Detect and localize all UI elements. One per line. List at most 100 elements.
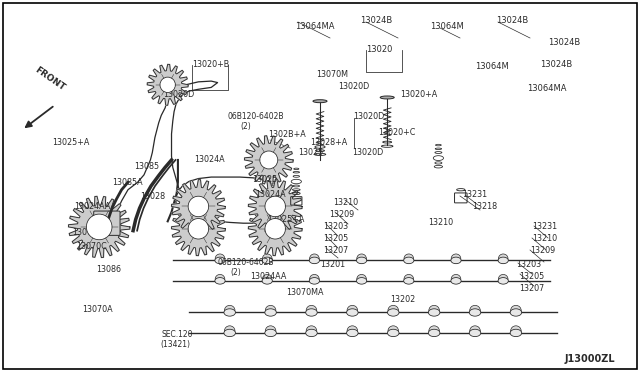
Circle shape	[160, 77, 175, 93]
Ellipse shape	[387, 329, 399, 337]
Ellipse shape	[387, 309, 399, 316]
Text: 13086: 13086	[96, 265, 121, 274]
Ellipse shape	[347, 329, 358, 337]
Text: 13201: 13201	[320, 260, 345, 269]
Ellipse shape	[428, 329, 440, 337]
Ellipse shape	[266, 305, 276, 315]
Text: 13025: 13025	[252, 175, 277, 184]
Text: 13024A: 13024A	[194, 155, 225, 164]
Ellipse shape	[470, 326, 480, 336]
Text: 13070D: 13070D	[72, 228, 103, 237]
Text: 06B120-6402B: 06B120-6402B	[228, 112, 285, 121]
Text: 13070MA: 13070MA	[286, 288, 323, 297]
Ellipse shape	[380, 96, 394, 99]
Text: 13024AA: 13024AA	[250, 272, 286, 281]
Text: 13070M: 13070M	[316, 70, 348, 79]
FancyBboxPatch shape	[93, 211, 120, 235]
Text: 13020+C: 13020+C	[378, 128, 415, 137]
Text: 13028: 13028	[140, 192, 165, 201]
Text: (2): (2)	[240, 122, 251, 131]
Ellipse shape	[469, 309, 481, 316]
Text: 13210: 13210	[333, 198, 358, 207]
Text: (13421): (13421)	[160, 340, 190, 349]
Ellipse shape	[306, 326, 317, 336]
Text: FRONT: FRONT	[33, 65, 67, 92]
Ellipse shape	[511, 305, 521, 315]
Ellipse shape	[347, 305, 358, 315]
Text: 13203: 13203	[516, 260, 541, 269]
Ellipse shape	[404, 278, 414, 284]
Ellipse shape	[511, 326, 521, 336]
Ellipse shape	[306, 305, 317, 315]
Ellipse shape	[310, 254, 319, 263]
Text: J13000ZL: J13000ZL	[565, 354, 616, 364]
Circle shape	[188, 196, 209, 217]
Ellipse shape	[215, 278, 225, 284]
Text: 13025+A: 13025+A	[267, 215, 305, 224]
Text: 13020D: 13020D	[352, 148, 383, 157]
Text: 13205: 13205	[519, 272, 544, 281]
Ellipse shape	[470, 305, 480, 315]
Polygon shape	[248, 180, 302, 233]
Ellipse shape	[428, 309, 440, 316]
Ellipse shape	[356, 278, 367, 284]
Ellipse shape	[262, 275, 272, 284]
Text: 13064MA: 13064MA	[295, 22, 335, 31]
Text: 13024B: 13024B	[496, 16, 528, 25]
Text: 13209: 13209	[530, 246, 556, 255]
Text: 13024B: 13024B	[548, 38, 580, 47]
Ellipse shape	[309, 278, 319, 284]
Ellipse shape	[262, 278, 273, 284]
Polygon shape	[172, 180, 225, 233]
Text: 13210: 13210	[428, 218, 453, 227]
Ellipse shape	[451, 257, 461, 264]
Ellipse shape	[429, 326, 440, 336]
Text: 13070A: 13070A	[82, 305, 113, 314]
Ellipse shape	[357, 275, 367, 284]
Text: 13085A: 13085A	[112, 178, 143, 187]
Ellipse shape	[313, 100, 327, 103]
Text: 13070C: 13070C	[76, 242, 107, 251]
Polygon shape	[68, 196, 130, 257]
Text: 13024AA: 13024AA	[74, 202, 110, 211]
Text: 13231: 13231	[532, 222, 557, 231]
Ellipse shape	[510, 309, 522, 316]
Ellipse shape	[347, 326, 358, 336]
Ellipse shape	[451, 275, 461, 284]
Text: 13202: 13202	[390, 295, 415, 304]
Text: 13064M: 13064M	[430, 22, 464, 31]
Text: 13205: 13205	[323, 234, 348, 243]
Ellipse shape	[451, 254, 461, 263]
Text: 13020: 13020	[366, 45, 392, 54]
Text: 13020D: 13020D	[163, 90, 195, 99]
Text: 13207: 13207	[323, 246, 348, 255]
Ellipse shape	[262, 257, 273, 264]
Text: 13025: 13025	[298, 148, 323, 157]
Ellipse shape	[357, 254, 367, 263]
Text: 13085: 13085	[134, 162, 159, 171]
Text: 13210: 13210	[532, 234, 557, 243]
Text: 13020+B: 13020+B	[192, 60, 229, 69]
Polygon shape	[147, 64, 188, 105]
Text: 13020D: 13020D	[353, 112, 384, 121]
Ellipse shape	[451, 278, 461, 284]
Text: SEC.120: SEC.120	[162, 330, 193, 339]
Ellipse shape	[309, 257, 319, 264]
Ellipse shape	[388, 326, 399, 336]
Ellipse shape	[499, 275, 508, 284]
Text: (2): (2)	[230, 268, 241, 277]
Text: 13064MA: 13064MA	[527, 84, 566, 93]
Text: 13020+A: 13020+A	[400, 90, 437, 99]
Text: 13024B: 13024B	[540, 60, 572, 69]
Ellipse shape	[469, 329, 481, 337]
Ellipse shape	[266, 326, 276, 336]
Text: 13203: 13203	[323, 222, 348, 231]
Text: 13028+A: 13028+A	[310, 138, 348, 147]
Ellipse shape	[310, 275, 319, 284]
Text: 13024B: 13024B	[360, 16, 392, 25]
Ellipse shape	[306, 309, 317, 316]
Text: 13231: 13231	[462, 190, 487, 199]
Ellipse shape	[510, 329, 522, 337]
Ellipse shape	[225, 326, 235, 336]
Ellipse shape	[404, 254, 413, 263]
